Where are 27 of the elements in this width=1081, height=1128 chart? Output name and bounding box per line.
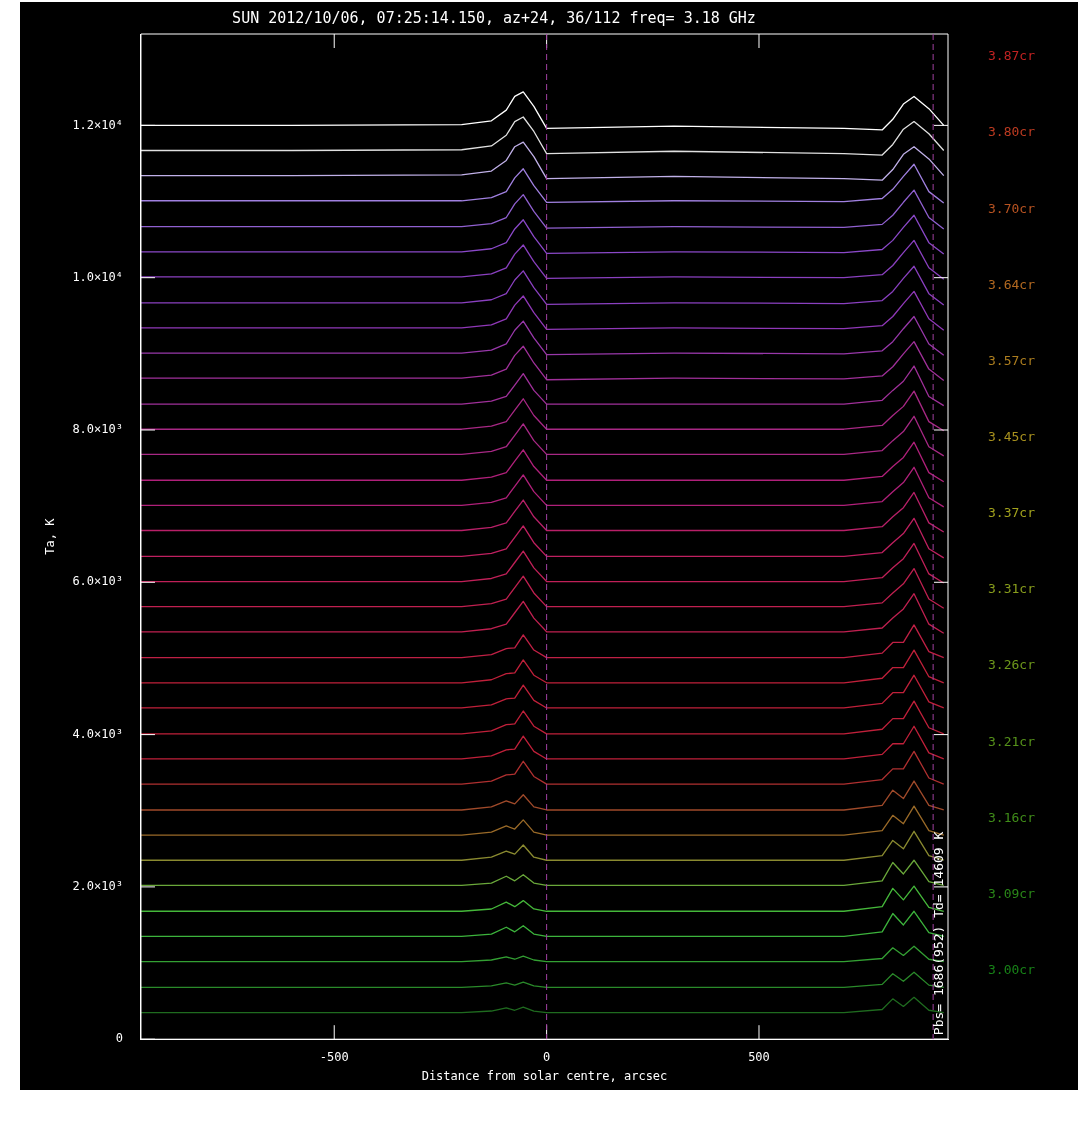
annotation: Pbs= 1686(952) Td= 14609 K (931, 831, 947, 1036)
text: 3.87cr (988, 48, 1036, 64)
text: 3.21cr (988, 733, 1036, 749)
text: 3.16cr (988, 809, 1036, 825)
x-tick-label: -500 (319, 1049, 349, 1064)
text: 3.45cr (988, 428, 1036, 444)
y-tick-label: 1.0×10⁴ (72, 269, 123, 284)
text: 3.00cr (988, 962, 1036, 978)
x-tick-label: 0 (542, 1049, 551, 1064)
y-tick-label: 8.0×10³ (72, 422, 123, 437)
text: 3.57cr (988, 352, 1036, 368)
text: 3.37cr (988, 505, 1036, 521)
x-axis-title: Distance from solar centre, arcsec (421, 1068, 668, 1083)
y-axis-title: Ta, K (43, 517, 58, 555)
text: 3.31cr (988, 581, 1036, 597)
text: 3.80cr (988, 124, 1036, 140)
text: 3.64cr (988, 276, 1036, 292)
y-tick-label: 1.2×10⁴ (72, 117, 123, 132)
text: 3.09cr (988, 885, 1036, 901)
chart-title: SUN 2012/10/06, 07:25:14.150, az+24, 36/112 freq= 3.18 GHz (232, 8, 756, 27)
text: 3.70cr (988, 200, 1036, 216)
y-tick-label: 6.0×10³ (72, 574, 123, 589)
y-tick-label: 4.0×10³ (72, 726, 123, 741)
y-tick-label: 0 (115, 1031, 123, 1046)
x-tick-label: 500 (748, 1049, 770, 1064)
y-tick-label: 2.0×10³ (72, 879, 123, 894)
text: 3.26cr (988, 657, 1036, 673)
